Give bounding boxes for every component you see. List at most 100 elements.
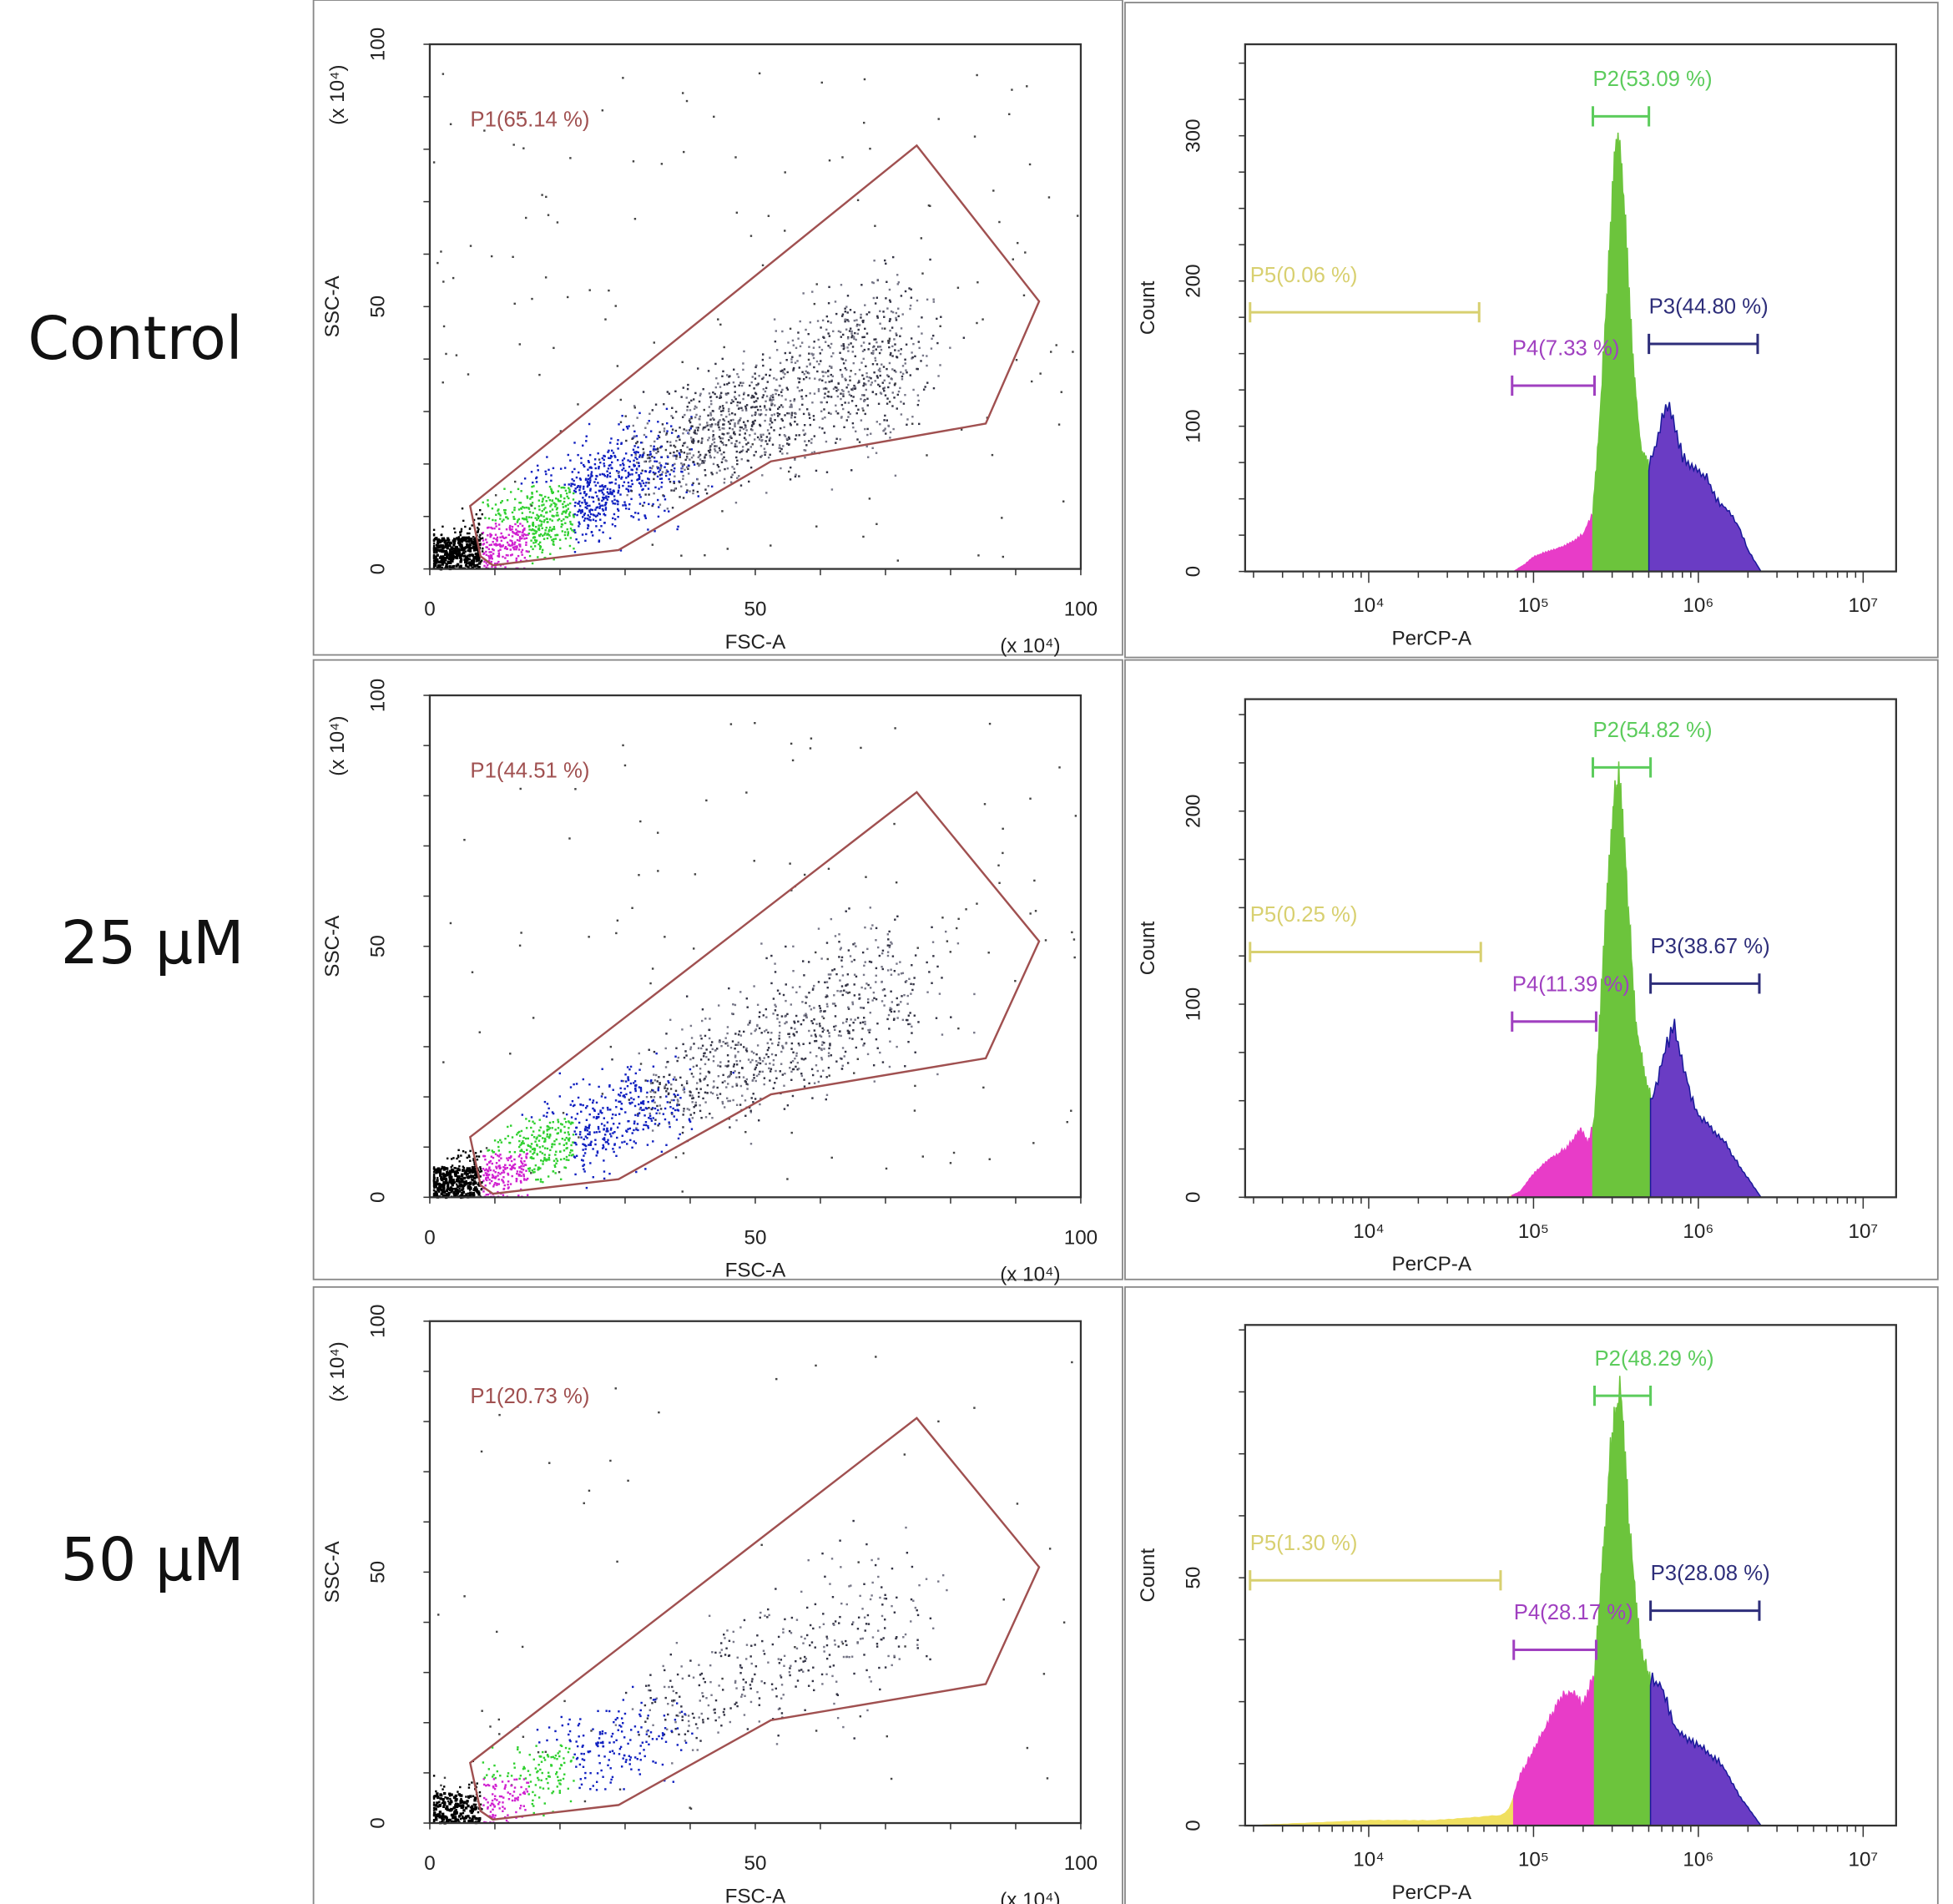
scatter-point [704, 474, 707, 477]
scatter-point [811, 1022, 815, 1025]
scatter-point [724, 467, 726, 471]
scatter-point [588, 509, 591, 512]
scatter-point [667, 1093, 670, 1096]
scatter-point [817, 1080, 820, 1083]
scatter-point [833, 1003, 836, 1005]
scatter-point [1008, 113, 1011, 116]
scatter-point [920, 360, 922, 362]
scatter-point [490, 526, 492, 529]
scatter-point [492, 553, 495, 555]
scatter-point [729, 427, 731, 430]
scatter-point [548, 530, 550, 533]
scatter-point [483, 564, 486, 568]
scatter-point [483, 560, 486, 563]
scatter-point [789, 862, 791, 865]
scatter-point [900, 327, 903, 330]
scatter-point [442, 1061, 445, 1063]
scatter-point [679, 453, 681, 457]
scatter-point [484, 1172, 487, 1174]
scatter-point [432, 1166, 436, 1169]
scatter-point [634, 452, 637, 455]
scatter-point [860, 284, 863, 286]
scatter-point [560, 519, 563, 523]
scatter-point [551, 499, 554, 502]
scatter-point [742, 427, 745, 431]
scatter-point [589, 1144, 592, 1146]
scatter-point [727, 392, 729, 395]
scatter-point [555, 508, 558, 511]
scatter-point [502, 1801, 504, 1804]
scatter-point [893, 369, 896, 372]
scatter-point [732, 1003, 734, 1006]
scatter-point [522, 147, 525, 149]
scatter-point [616, 365, 619, 367]
scatter-point [717, 318, 719, 321]
scatter-point [489, 1169, 492, 1172]
scatter-point [768, 439, 771, 442]
scatter-point [710, 423, 714, 426]
scatter-point [620, 476, 623, 478]
scatter-point [685, 483, 688, 486]
scatter-point [469, 563, 473, 567]
scatter-point [535, 530, 538, 533]
scatter-point [681, 1131, 684, 1134]
scatter-point [599, 518, 602, 521]
scatter-point [889, 353, 892, 356]
scatter-point [568, 511, 572, 513]
scatter-point [709, 451, 711, 454]
scatter-point [788, 437, 791, 440]
scatter-point [442, 280, 445, 283]
scatter-point [699, 415, 701, 418]
scatter-point [904, 362, 906, 365]
scatter-point [644, 1168, 647, 1170]
scatter-point [765, 1016, 768, 1018]
scatter-point [524, 1164, 527, 1166]
scatter-point [668, 1123, 671, 1125]
scatter-point [658, 1076, 660, 1078]
scatter-point [523, 527, 526, 530]
scatter-point [795, 434, 798, 437]
scatter-point [641, 488, 643, 492]
scatter-point [519, 1149, 522, 1153]
scatter-point [778, 393, 780, 396]
scatter-point [738, 1072, 740, 1074]
scatter-point [627, 490, 630, 492]
scatter-point [587, 477, 590, 481]
scatter-point [708, 392, 711, 395]
scatter-point [1055, 344, 1057, 346]
scatter-point [910, 337, 913, 340]
scatter-point [739, 1043, 742, 1046]
scatter-point [784, 351, 787, 355]
scatter-point [744, 1080, 747, 1083]
scatter-point [845, 306, 848, 308]
scatter-point [717, 422, 719, 424]
scatter-point [879, 322, 881, 325]
scatter-point [825, 942, 829, 944]
scatter-point [660, 486, 663, 488]
scatter-point [512, 546, 515, 549]
scatter-point [467, 1185, 470, 1189]
scatter-point [683, 1091, 686, 1093]
scatter-point [528, 528, 531, 531]
scatter-point [671, 417, 674, 419]
scatter-point [755, 1053, 758, 1056]
scatter-point [517, 1131, 519, 1134]
scatter-point [774, 418, 776, 422]
scatter-point [599, 504, 602, 508]
scatter-point [457, 553, 459, 555]
scatter-point [554, 1154, 557, 1156]
scatter-point [685, 466, 689, 468]
scatter-point [865, 376, 869, 378]
scatter-point [592, 1148, 594, 1150]
scatter-point [495, 525, 497, 528]
scatter-point [619, 1087, 622, 1089]
scatter-point [699, 1058, 703, 1061]
scatter-point [527, 508, 531, 510]
scatter-point [775, 1069, 777, 1073]
scatter-point [581, 510, 583, 513]
scatter-point [506, 498, 509, 502]
scatter-point [467, 1181, 472, 1185]
scatter-point [932, 298, 935, 300]
scatter-point [438, 560, 442, 564]
scatter-point [830, 973, 832, 976]
